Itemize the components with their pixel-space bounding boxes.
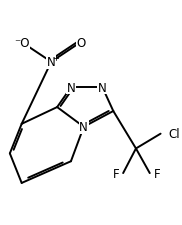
Text: ⁻O: ⁻O (14, 36, 29, 49)
Text: Cl: Cl (169, 128, 180, 141)
Text: F: F (154, 167, 160, 180)
Text: N: N (79, 121, 88, 134)
Text: F: F (113, 167, 119, 180)
Text: N: N (98, 81, 107, 94)
Text: N: N (47, 56, 56, 69)
Text: +: + (52, 54, 59, 63)
Text: O: O (76, 36, 85, 49)
Text: N: N (67, 81, 75, 94)
